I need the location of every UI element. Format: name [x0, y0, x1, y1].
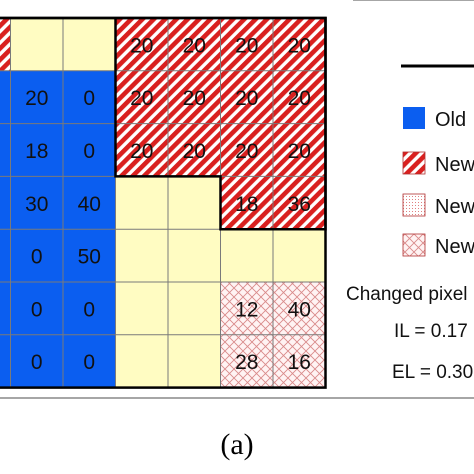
grid-cell	[273, 229, 326, 282]
grid-cell	[63, 18, 116, 71]
cell-value: 30	[25, 193, 48, 216]
cell-value: 0	[83, 298, 95, 321]
cell-value: 0	[31, 351, 43, 374]
grid-cell	[220, 176, 273, 230]
grid-cell	[10, 70, 63, 124]
boundary-line	[0, 16, 327, 231]
grid-cell	[63, 176, 116, 230]
grid-cell	[63, 334, 116, 388]
grid-cell	[115, 229, 168, 282]
grid-cell	[0, 229, 11, 282]
cell-value: 20	[288, 34, 311, 57]
grid-cell	[273, 176, 326, 230]
grid-cell	[220, 70, 273, 124]
grid-cell	[273, 334, 326, 388]
cell-value: 20	[235, 34, 258, 57]
grid-cell	[220, 123, 273, 177]
grid-cell	[220, 282, 273, 335]
grid-cell	[220, 229, 273, 282]
legend-label: New	[435, 196, 474, 218]
grid-cell	[63, 70, 116, 124]
grid-cell	[115, 70, 168, 124]
grid-cell	[115, 282, 168, 335]
legend-swatch	[403, 107, 425, 129]
grid-cell	[0, 70, 11, 124]
grid-cell	[115, 334, 168, 388]
grid-cell	[63, 123, 116, 177]
grid-cell	[10, 123, 63, 177]
grid-cell	[0, 18, 11, 71]
cell-value: 20	[235, 140, 258, 163]
grid-cell	[10, 229, 63, 282]
grid-cell	[0, 123, 11, 177]
grid-cell	[168, 123, 221, 177]
cell-value: 18	[235, 193, 258, 216]
changed-pixel-label: Changed pixel	[346, 284, 467, 305]
il-value-label: IL = 0.17	[394, 321, 468, 342]
legend-label: Old	[435, 109, 466, 131]
legend: Old New New New Changed pixel IL = 0.17 EL = 0…	[346, 64, 474, 383]
cell-value: 40	[288, 298, 311, 321]
grid-cell	[273, 70, 326, 124]
grid-cell	[63, 282, 116, 335]
grid-cell	[273, 18, 326, 71]
cell-value: 0	[31, 246, 43, 269]
grid-cell	[220, 18, 273, 71]
cell-value: 18	[25, 140, 48, 163]
cell-value: 0	[83, 140, 95, 163]
cell-value: 20	[235, 87, 258, 110]
grid-cell	[63, 229, 116, 282]
grid-cell	[168, 229, 221, 282]
grid-labels: 20 20 20 20 20 0 20 20 20 20 18 0 20 20 20 20 30 40 18 36 0 5…	[25, 34, 311, 374]
cell-value: 0	[31, 298, 43, 321]
grid-cell	[168, 18, 221, 71]
legend-swatch	[402, 233, 426, 257]
cell-value: 20	[130, 87, 153, 110]
cell-value: 20	[183, 140, 206, 163]
el-value-label: EL = 0.30	[392, 362, 473, 383]
grid-cells	[0, 18, 326, 388]
cell-value: 12	[235, 298, 258, 321]
legend-label: New	[435, 154, 474, 176]
cell-value: 20	[25, 87, 48, 110]
cell-value: 20	[183, 87, 206, 110]
grid-cell	[273, 282, 326, 335]
grid-lines	[0, 0, 474, 399]
cell-value: 20	[130, 140, 153, 163]
grid-cell	[168, 282, 221, 335]
legend-label: New	[435, 236, 474, 258]
cell-value: 0	[83, 351, 95, 374]
grid-cell	[115, 176, 168, 230]
grid-cell	[10, 334, 63, 388]
cell-value: 40	[78, 193, 101, 216]
grid-cell	[168, 334, 221, 388]
legend-swatch	[402, 151, 426, 175]
cell-value: 36	[288, 193, 311, 216]
grid-cell	[0, 282, 11, 335]
grid-cell	[10, 18, 63, 71]
cell-value: 28	[235, 351, 258, 374]
grid-cell	[168, 176, 221, 230]
grid-cell	[0, 176, 11, 230]
grid-cell	[10, 282, 63, 335]
grid-cell	[10, 176, 63, 230]
cell-value: 0	[83, 87, 95, 110]
grid-cell	[115, 123, 168, 177]
legend-swatch	[402, 193, 426, 217]
grid-cell	[0, 334, 11, 388]
cell-value: 20	[288, 140, 311, 163]
grid-cell	[220, 334, 273, 388]
figure-caption: (a)	[220, 428, 254, 461]
grid-cell	[168, 70, 221, 124]
cell-value: 50	[78, 246, 101, 269]
cell-value: 20	[288, 87, 311, 110]
grid-cell	[273, 123, 326, 177]
grid-cell	[115, 18, 168, 71]
cell-value: 20	[130, 34, 153, 57]
cell-value: 20	[183, 34, 206, 57]
cell-value: 16	[288, 351, 311, 374]
